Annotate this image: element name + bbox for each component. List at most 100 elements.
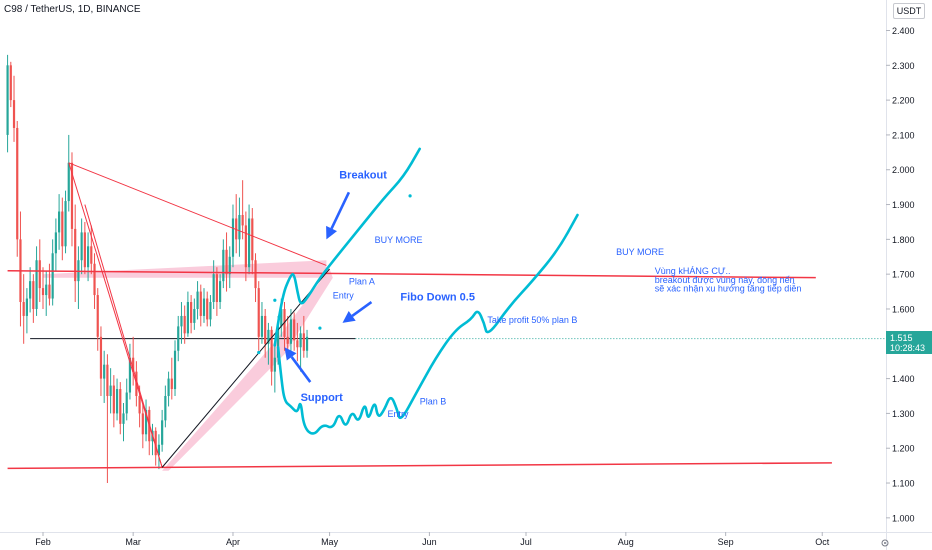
candle [16,121,19,257]
candle-body [6,65,9,135]
candle [180,302,183,344]
candle-body [106,364,109,397]
currency-unit-button[interactable]: USDT [893,3,925,19]
y-tick-label: 1.100 [892,479,915,489]
candle-body [115,389,119,414]
candle [67,134,70,212]
candle [196,281,199,320]
candle-body [154,430,157,456]
candle [247,204,251,275]
candle [225,232,228,292]
candle-body [238,214,241,240]
candle-body [141,413,144,435]
candle [212,260,215,309]
candle [161,409,164,452]
x-tick-label: Oct [815,537,830,547]
candle [128,343,132,400]
y-tick-label: 1.300 [892,409,915,419]
candle [74,204,77,303]
candle [251,208,254,275]
candle-body [270,329,273,372]
candle-body [54,232,57,254]
candle-body [302,333,305,351]
candle-body [173,350,177,390]
candle-body [183,315,186,334]
candle [219,274,222,309]
candle-body [9,65,12,101]
candle-body [276,326,280,358]
support-red-line [7,462,832,470]
candle [29,267,32,313]
candle-body [132,357,135,372]
y-tick-label: 1.200 [892,444,915,454]
candle-body [228,256,231,275]
candle [125,378,128,421]
y-tick-label: 2.100 [892,130,915,140]
candle [260,302,264,344]
candle-body [128,357,132,393]
candle-body [241,214,244,226]
candle [206,291,209,327]
x-tick-label: Jun [422,537,437,547]
candle [54,218,57,271]
projection-dot [257,350,261,355]
entry-a-label: Entry [333,291,355,301]
ascending-channel-zone [162,268,333,471]
candle-body [32,281,35,309]
candle-body [190,302,193,323]
candle-body [83,232,86,268]
candle-body [267,329,270,344]
candle [167,371,170,407]
candle [177,315,180,362]
y-tick-label: 2.000 [892,165,915,175]
arrow-head [342,311,356,323]
x-tick-label: May [321,537,339,547]
candle-body [80,232,83,261]
descending-triangle-line [68,162,327,266]
candle-body [99,336,103,379]
candle-body [225,249,228,275]
plot-area [0,0,886,532]
candle-body [22,302,25,316]
candle [257,281,260,351]
candle [90,225,93,275]
buy-more-a-label: BUY MORE [375,235,423,245]
candle [164,385,167,428]
candle [222,239,225,289]
projection-dot [318,326,322,330]
settings-gear-icon[interactable] [880,538,890,548]
x-tick-label: Jul [520,537,532,547]
last-price-value: 1.515 [890,333,913,343]
candle-body [293,319,296,341]
plan-b-label: Plan B [420,397,447,407]
y-tick-label: 2.400 [892,26,915,36]
candle-body [125,392,128,414]
candle-body [38,260,41,289]
candle [32,274,35,323]
candle [231,204,235,268]
candle-body [231,218,235,257]
candle-body [177,326,180,351]
candle [45,270,48,316]
candle-body [93,263,96,296]
candle [299,326,302,372]
candle [273,343,276,393]
candle-body [257,288,260,337]
candle [209,295,212,327]
bar-countdown: 10:28:43 [890,343,926,353]
candle-body [209,302,212,320]
candle [109,368,112,414]
candle [270,326,273,386]
last-price-tag: 1.515 10:28:43 [886,331,932,354]
candle [86,232,90,282]
candle-body [280,308,283,327]
candle-body [144,409,148,435]
candle-body [64,201,67,247]
candle [12,75,16,142]
candle [119,382,122,435]
fibo-label: Fibo Down 0.5 [400,291,475,303]
candle [9,61,12,108]
candle-body [235,218,238,240]
candle [103,350,106,403]
